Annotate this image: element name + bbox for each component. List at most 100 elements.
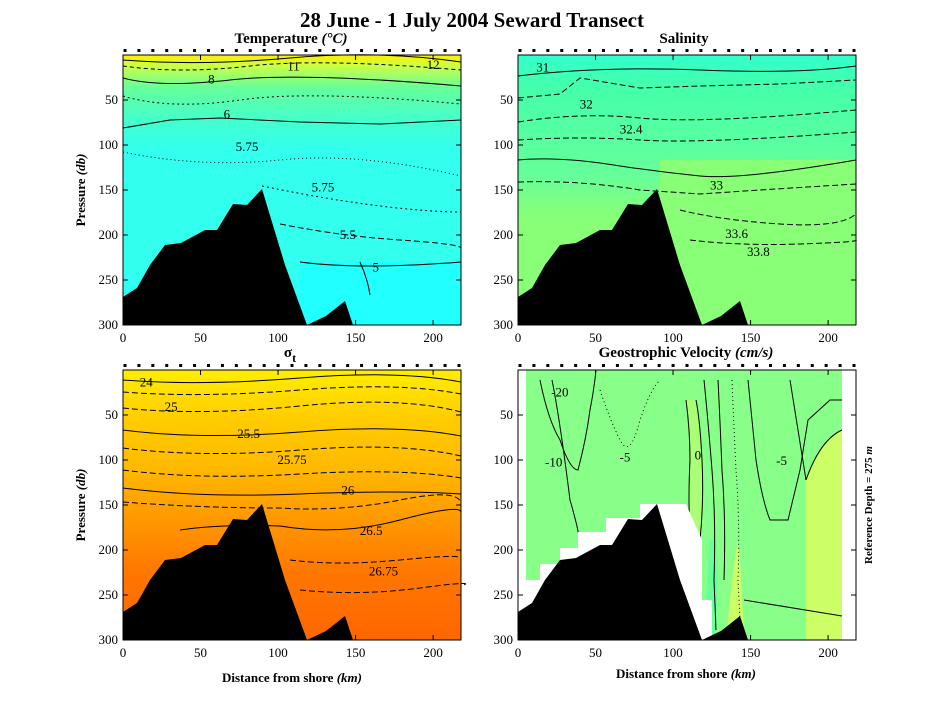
station-marker	[443, 364, 447, 367]
contour-label: 25	[165, 399, 178, 414]
station-marker	[532, 364, 536, 367]
station-marker	[713, 49, 717, 52]
station-marker	[401, 49, 405, 52]
station-marker	[615, 364, 619, 367]
station-marker	[262, 364, 266, 367]
station-marker	[248, 364, 252, 367]
contour-label: -5	[620, 449, 631, 464]
station-marker	[824, 364, 828, 367]
temperature-ylabel-name: Pressure	[73, 178, 88, 226]
y-tick-label: 100	[99, 137, 119, 152]
contour-label: 6	[224, 106, 231, 121]
velocity-contours	[539, 369, 843, 631]
station-marker	[852, 49, 856, 52]
y-tick-label: 150	[494, 182, 514, 197]
station-marker	[137, 364, 141, 367]
x-tick-label: 100	[663, 330, 683, 345]
reference-depth-text: Reference Depth = 275	[863, 457, 875, 564]
velocity-no-data-mask-right	[842, 370, 856, 640]
sigma-t-ylabel-name: Pressure	[73, 493, 88, 541]
station-marker	[588, 364, 592, 367]
station-marker	[429, 49, 433, 52]
station-marker	[457, 364, 461, 367]
velocity-title-unit: (cm/s)	[735, 345, 773, 361]
station-marker	[546, 49, 550, 52]
station-marker	[276, 49, 280, 52]
station-marker	[796, 364, 800, 367]
sigma-t-ylabel-unit: (db)	[73, 469, 88, 491]
sigma-t-panel: 0 50 100 150 200 50 100 150 200 250 300 24 25 25.5 25…	[73, 345, 467, 685]
sigma-t-title-sub: t	[292, 351, 296, 365]
station-marker	[824, 49, 828, 52]
contour-label: 11	[287, 59, 300, 74]
contour-label: 5.75	[236, 139, 259, 154]
y-tick-label: 100	[494, 137, 514, 152]
station-marker	[574, 364, 578, 367]
station-marker	[810, 364, 814, 367]
station-marker	[193, 364, 197, 367]
x-tick-label: 100	[268, 330, 288, 345]
sigma-t-bathymetry	[123, 504, 353, 640]
sigma-t-title: σt	[284, 345, 296, 365]
y-tick-label: 150	[494, 497, 514, 512]
station-marker	[671, 364, 675, 367]
station-marker	[179, 364, 183, 367]
station-marker	[304, 364, 308, 367]
x-tick-label: 150	[346, 330, 366, 345]
station-marker	[602, 364, 605, 367]
x-tick-label: 50	[589, 330, 602, 345]
station-marker	[796, 49, 800, 52]
velocity-xlabel-unit: (km)	[731, 666, 756, 681]
x-tick-label: 0	[120, 330, 127, 345]
station-marker	[304, 49, 308, 52]
sigma-t-xlabel-name: Distance from shore	[222, 670, 334, 685]
temperature-title: Temperature (°C)	[234, 31, 347, 47]
y-tick-label: 300	[99, 317, 119, 332]
contour-label: 0	[695, 448, 702, 463]
station-marker	[332, 364, 336, 367]
station-marker	[657, 364, 661, 367]
velocity-title: Geostrophic Velocity (cm/s)	[599, 345, 774, 361]
reference-depth-note: Reference Depth = 275 m	[863, 446, 875, 564]
station-marker	[643, 364, 647, 367]
velocity-title-name: Geostrophic Velocity	[599, 345, 732, 361]
sigma-t-title-symbol: σ	[284, 345, 293, 361]
station-marker	[588, 49, 592, 52]
salinity-deep-patch	[660, 160, 856, 325]
station-marker	[374, 49, 377, 52]
contour-label: 12	[427, 57, 440, 72]
contour-label: 5.5	[340, 227, 356, 242]
station-marker	[685, 364, 689, 367]
station-marker	[629, 49, 633, 52]
y-tick-label: 100	[494, 452, 514, 467]
station-marker	[387, 364, 391, 367]
y-tick-label: 50	[500, 92, 513, 107]
sigma-t-xlabel: Distance from shore (km)	[222, 670, 362, 685]
x-tick-label: 200	[423, 330, 443, 345]
contour-label: 24	[140, 375, 154, 390]
sigma-t-ylabel: Pressure (db)	[73, 469, 88, 542]
x-tick-label: 200	[818, 330, 838, 345]
y-tick-label: 250	[494, 587, 514, 602]
station-marker	[546, 364, 550, 367]
station-marker	[220, 49, 224, 52]
station-marker	[374, 364, 377, 367]
station-marker	[276, 364, 280, 367]
contour-label: 26	[341, 483, 355, 498]
station-marker	[685, 49, 689, 52]
temperature-title-name: Temperature	[234, 31, 318, 47]
y-tick-label: 250	[494, 272, 514, 287]
temperature-contours	[122, 54, 462, 296]
station-marker	[137, 49, 141, 52]
station-marker	[838, 364, 842, 367]
x-tick-label: 100	[663, 645, 683, 660]
station-marker	[769, 364, 772, 367]
station-marker	[741, 364, 745, 367]
station-marker	[193, 49, 197, 52]
station-marker	[615, 49, 619, 52]
x-tick-label: 150	[741, 645, 761, 660]
y-tick-label: 150	[99, 182, 119, 197]
temperature-deep-patch	[300, 262, 461, 325]
contour-label: 25.75	[277, 452, 306, 467]
